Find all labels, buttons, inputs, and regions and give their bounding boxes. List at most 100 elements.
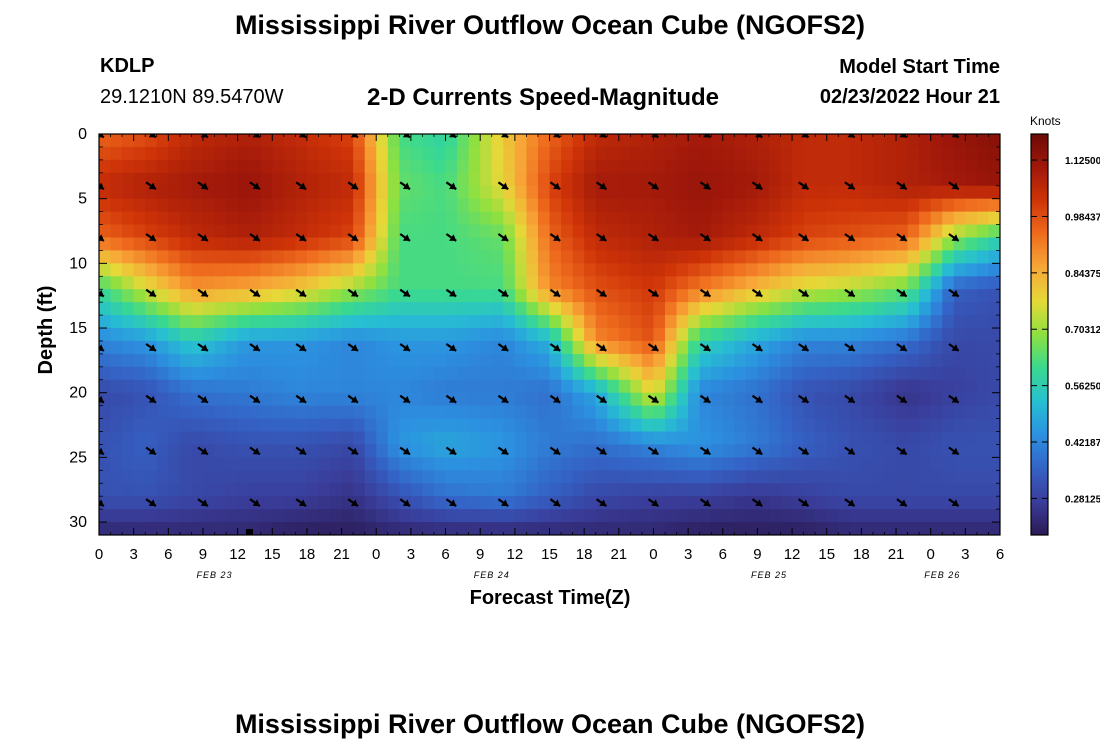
- current-arrow: [751, 288, 763, 298]
- heatmap-cell: [526, 379, 539, 394]
- heatmap-cell: [122, 496, 135, 510]
- heatmap-cell: [780, 418, 793, 433]
- heatmap-cell: [514, 379, 527, 394]
- current-arrow: [249, 498, 261, 508]
- heatmap-cell: [792, 237, 805, 252]
- heatmap-cell: [665, 224, 678, 239]
- heatmap-cell: [433, 134, 447, 148]
- heatmap-cell: [260, 198, 273, 213]
- heatmap-cell: [272, 353, 285, 368]
- current-arrow: [553, 134, 561, 139]
- heatmap-cell: [514, 250, 527, 264]
- heatmap-cell: [387, 470, 400, 484]
- heatmap-cell: [226, 237, 239, 252]
- heatmap-cell: [976, 224, 990, 239]
- heatmap-cell: [803, 379, 816, 394]
- time-marker: [246, 529, 253, 535]
- heatmap-cell: [214, 211, 227, 226]
- heatmap-cell: [133, 172, 146, 187]
- heatmap-cell: [942, 340, 955, 355]
- heatmap-cell: [445, 509, 458, 523]
- heatmap-cell: [711, 366, 724, 381]
- heatmap-cell: [145, 509, 158, 523]
- heatmap-cell: [110, 470, 123, 484]
- heatmap-cell: [549, 159, 562, 174]
- heatmap-cell: [665, 444, 678, 458]
- heatmap-cell: [214, 289, 227, 303]
- heatmap-cell: [387, 250, 400, 264]
- arrow-head: [599, 395, 607, 403]
- heatmap-cell: [919, 496, 932, 510]
- heatmap-cell: [803, 366, 816, 381]
- heatmap-cell: [549, 353, 562, 368]
- heatmap-cell: [861, 431, 874, 446]
- heatmap-cell: [768, 392, 782, 407]
- heatmap-cell: [156, 224, 169, 239]
- heatmap-cell: [688, 340, 701, 355]
- heatmap-cell: [919, 509, 932, 523]
- heatmap-cell: [826, 289, 839, 303]
- heatmap-cell: [665, 379, 678, 394]
- heatmap-cell: [179, 315, 193, 329]
- arrow-head: [350, 447, 358, 455]
- heatmap-cell: [260, 444, 273, 458]
- heatmap-cell: [988, 366, 1000, 381]
- heatmap-cell: [283, 263, 296, 277]
- heatmap-cell: [595, 418, 608, 433]
- heatmap-cell: [110, 444, 123, 458]
- heatmap-cell: [168, 431, 181, 446]
- heatmap-cell: [260, 237, 273, 252]
- heatmap-cell: [699, 250, 712, 264]
- heatmap-cell: [99, 431, 112, 446]
- heatmap-cell: [792, 405, 805, 420]
- arrow-head: [599, 289, 607, 297]
- heatmap-cell: [99, 366, 112, 381]
- heatmap-cell: [584, 224, 597, 239]
- heatmap-cell: [838, 379, 851, 394]
- heatmap-cell: [237, 211, 250, 226]
- heatmap-cell: [214, 470, 227, 484]
- heatmap-cell: [306, 405, 320, 420]
- heatmap-cell: [953, 509, 966, 523]
- arrow-head: [200, 499, 208, 507]
- heatmap-cell: [260, 276, 273, 290]
- heatmap-cell: [468, 366, 481, 381]
- heatmap-cell: [965, 289, 978, 303]
- arrow-head: [651, 447, 659, 455]
- heatmap-cell: [202, 263, 216, 277]
- heatmap-cell: [445, 263, 458, 277]
- heatmap-cell: [665, 237, 678, 252]
- heatmap-cell: [907, 470, 920, 484]
- heatmap-cell: [688, 418, 701, 433]
- heatmap-cell: [942, 198, 955, 213]
- heatmap-cell: [919, 263, 932, 277]
- heatmap-cell: [665, 457, 678, 471]
- heatmap-cell: [884, 302, 897, 316]
- heatmap-cell: [179, 146, 193, 161]
- heatmap-cell: [896, 366, 909, 381]
- heatmap-cell: [665, 276, 678, 290]
- heatmap-cell: [711, 237, 724, 252]
- heatmap-cell: [815, 289, 828, 303]
- current-arrow: [798, 446, 810, 456]
- arrow-head: [449, 182, 457, 190]
- heatmap-cell: [861, 289, 874, 303]
- heatmap-cell: [861, 315, 874, 329]
- heatmap-cell: [537, 431, 551, 446]
- heatmap-cell: [872, 289, 886, 303]
- heatmap-cell: [191, 302, 204, 316]
- heatmap-cell: [722, 431, 735, 446]
- heatmap-cell: [214, 353, 227, 368]
- current-arrow: [549, 233, 561, 242]
- heatmap-cell: [676, 289, 689, 303]
- heatmap-cell: [330, 483, 343, 497]
- heatmap-cell: [260, 496, 273, 510]
- heatmap-cell: [491, 431, 504, 446]
- heatmap-cell: [676, 276, 689, 290]
- heatmap-cell: [976, 457, 990, 471]
- heatmap-cell: [306, 328, 320, 342]
- heatmap-cell: [226, 353, 239, 368]
- heatmap-cell: [133, 289, 146, 303]
- heatmap-cell: [965, 405, 978, 420]
- heatmap-cell: [572, 134, 585, 148]
